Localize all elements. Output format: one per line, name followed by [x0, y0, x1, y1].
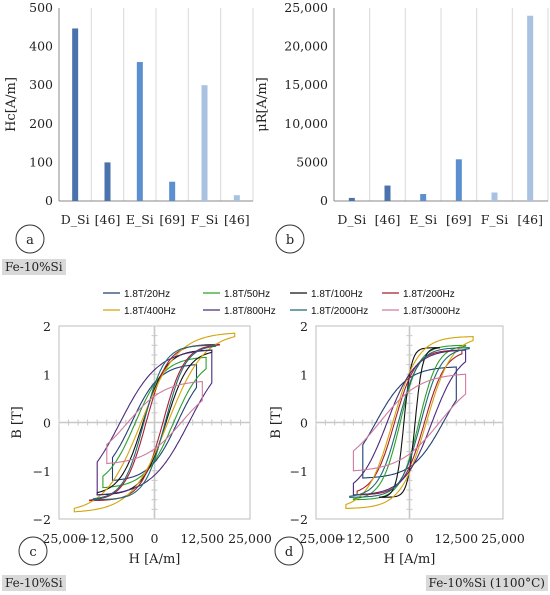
- x-tick-label: 12,500: [434, 531, 478, 546]
- legend-label: 1.8T/200Hz: [403, 289, 455, 300]
- bar: [201, 85, 208, 201]
- bar: [72, 28, 79, 201]
- panel-letter-b: b: [275, 224, 305, 254]
- hysteresis-loop: [349, 347, 470, 498]
- svg-text:c: c: [29, 545, 36, 560]
- bar: [420, 194, 427, 201]
- x-tick-label: [46]: [517, 212, 543, 227]
- bar-chart-coercivity: 0 100 200 300 400 500 D_Si [46] E_Si [69] F_Si [46]…: [4, 0, 254, 227]
- x-tick-label: [46]: [375, 212, 401, 227]
- x-tick-label: −25,000: [32, 531, 86, 546]
- hysteresis-loop: [73, 332, 236, 513]
- hysteresis-loop: [345, 336, 474, 509]
- material-label-top: Fe-10%Si: [2, 259, 66, 275]
- hysteresis-chart-fe10si-1100c: −2 −1 0 1 2 −25,000−12,500 0 12,500 25,000 H [A/m…: [269, 319, 525, 567]
- y-axis-title: μR[A/m]: [255, 77, 270, 131]
- hysteresis-loop: [352, 349, 467, 496]
- hysteresis-loop: [352, 373, 467, 472]
- legend-label: 1.8T/100Hz: [311, 289, 363, 300]
- panel-letter-d: d: [274, 536, 304, 566]
- svg-text:a: a: [26, 233, 34, 248]
- x-tick-label: 0: [151, 531, 159, 546]
- y-tick-label: 20,000: [284, 39, 328, 54]
- y-tick-label: −2: [33, 512, 51, 527]
- legend-label: 1.8T/2000Hz: [311, 306, 368, 317]
- y-tick-label: −1: [290, 464, 308, 479]
- legend-label: 1.8T/20Hz: [124, 289, 170, 300]
- y-tick-label: 0: [320, 193, 328, 208]
- y-tick-label: 0: [300, 416, 308, 431]
- y-tick-label: 500: [29, 0, 53, 15]
- panel-letter-c: c: [18, 536, 48, 566]
- y-tick-label: 15,000: [284, 77, 328, 92]
- y-axis-title: B [T]: [269, 406, 284, 439]
- y-tick-label: 1: [43, 367, 51, 382]
- bar: [169, 181, 176, 201]
- x-tick-label: F_Si: [191, 212, 218, 227]
- hysteresis-loop: [89, 343, 220, 502]
- x-tick-label: [69]: [159, 212, 185, 227]
- y-tick-label: 200: [29, 116, 53, 131]
- bar: [136, 62, 143, 201]
- y-tick-label: −2: [290, 512, 308, 527]
- x-axis-title: H [A/m]: [129, 552, 181, 567]
- y-axis-title: B [T]: [10, 406, 25, 439]
- legend-label: 1.8T/400Hz: [124, 306, 176, 317]
- legend-label: 1.8T/800Hz: [224, 306, 276, 317]
- bar: [348, 197, 355, 201]
- hysteresis-loop: [111, 363, 198, 482]
- hysteresis-chart-fe10si: −2 −1 0 1 2 −25,000−12,500 0 12,500 25,000 H [A/m…: [10, 319, 272, 567]
- bar: [384, 185, 391, 201]
- chart-legend: 1.8T/20Hz 1.8T/50Hz 1.8T/100Hz 1.8T/200Hz 1.…: [103, 289, 460, 317]
- y-tick-label: 2: [43, 319, 51, 334]
- x-tick-label: E_Si: [409, 212, 437, 227]
- y-tick-label: −1: [33, 464, 51, 479]
- material-label-bottom-right: Fe-10%Si (1100°C): [425, 575, 548, 591]
- x-tick-label: F_Si: [481, 212, 508, 227]
- bar: [491, 192, 498, 201]
- hysteresis-loop: [362, 366, 457, 479]
- y-tick-label: 25,000: [284, 0, 328, 15]
- legend-label: 1.8T/3000Hz: [403, 306, 460, 317]
- x-tick-label: [69]: [446, 212, 472, 227]
- y-axis-title: Hc[A/m]: [4, 77, 19, 132]
- y-tick-label: 5000: [296, 154, 328, 169]
- bar: [233, 195, 240, 201]
- y-tick-label: 0: [43, 416, 51, 431]
- bar-chart-permeability: 0 5000 10,000 15,000 20,000 25,000 D_Si [46] E_S…: [255, 0, 549, 227]
- x-tick-label: 12,500: [180, 531, 224, 546]
- x-tick-label: D_Si: [61, 212, 90, 227]
- bar: [455, 159, 462, 201]
- x-tick-label: [46]: [95, 212, 121, 227]
- x-tick-label: −12,500: [336, 531, 390, 546]
- hysteresis-loop: [102, 356, 207, 489]
- y-tick-label: 300: [29, 77, 53, 92]
- legend-label: 1.8T/50Hz: [224, 289, 270, 300]
- x-tick-label: 0: [406, 531, 414, 546]
- bar: [527, 15, 534, 201]
- svg-text:d: d: [285, 545, 293, 560]
- x-tick-label: D_Si: [337, 212, 366, 227]
- y-tick-label: 100: [29, 154, 53, 169]
- svg-text:b: b: [286, 233, 294, 248]
- y-tick-label: 10,000: [284, 116, 328, 131]
- x-tick-label: 25,000: [228, 531, 272, 546]
- y-tick-label: 1: [300, 367, 308, 382]
- x-tick-label: 25,000: [481, 531, 525, 546]
- hysteresis-loop: [106, 380, 203, 465]
- x-axis-title: H [A/m]: [384, 552, 436, 567]
- x-tick-label: [46]: [224, 212, 250, 227]
- panel-letter-a: a: [15, 224, 45, 254]
- y-tick-label: 400: [29, 39, 53, 54]
- x-tick-label: −25,000: [289, 531, 343, 546]
- material-label-bottom-left: Fe-10%Si: [2, 575, 66, 591]
- y-tick-label: 0: [45, 193, 53, 208]
- y-tick-label: 2: [300, 319, 308, 334]
- hysteresis-loop: [379, 347, 440, 498]
- bar: [104, 162, 111, 201]
- hysteresis-loop: [96, 349, 213, 496]
- x-tick-label: E_Si: [126, 212, 154, 227]
- x-tick-label: −12,500: [80, 531, 134, 546]
